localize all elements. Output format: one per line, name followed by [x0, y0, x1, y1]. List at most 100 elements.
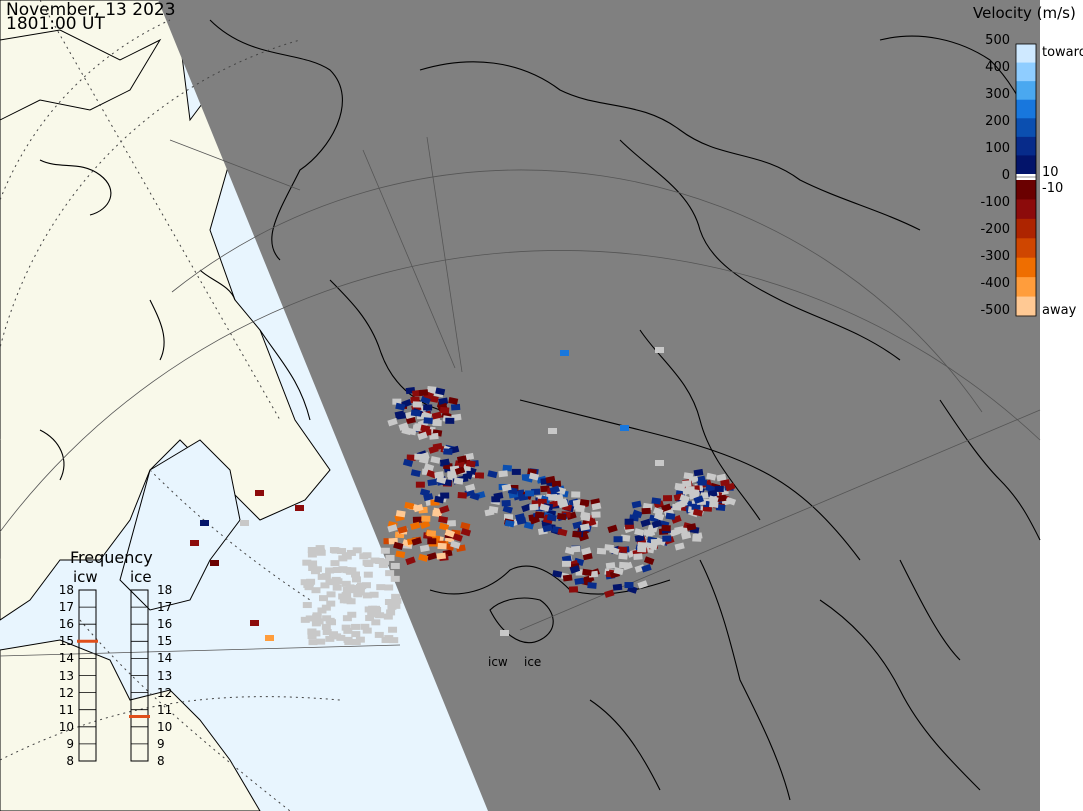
scatter-cell	[643, 556, 655, 565]
scatter-cell	[488, 505, 499, 514]
scatter-cell	[558, 500, 569, 509]
scatter-cell	[388, 626, 398, 633]
scatter-cell	[316, 548, 326, 555]
scatter-cell	[521, 503, 532, 513]
scatter-cell	[326, 600, 336, 607]
scatter-cell	[300, 616, 310, 623]
scatter-cell	[367, 611, 377, 618]
scatter-cell	[686, 523, 697, 531]
scatter-cell	[665, 512, 676, 520]
land-day-south	[0, 639, 261, 811]
scatter-cell	[321, 604, 331, 611]
scatter-cell	[410, 409, 421, 417]
scatter-cell	[540, 485, 550, 493]
colorbar-away-segment	[1016, 218, 1036, 239]
scatter-cell	[365, 615, 375, 622]
scatter-cell	[445, 417, 455, 424]
scatter-cell	[436, 552, 446, 560]
scatter-cell	[355, 589, 365, 596]
scatter-cell	[641, 564, 652, 573]
scatter-cell	[581, 547, 592, 556]
night-shade	[158, 0, 1040, 811]
scatter-cell	[498, 470, 508, 478]
scatter-cell	[359, 553, 369, 560]
colorbar-toward-segment	[1016, 118, 1036, 138]
scatter-cell	[325, 567, 335, 574]
colorbar-toward-segment	[1016, 44, 1036, 64]
scatter-cell	[302, 602, 312, 609]
scatter-cell	[619, 561, 629, 569]
scatter-cell	[546, 513, 557, 522]
scatter-cell	[305, 615, 315, 622]
scatter-cell	[438, 522, 450, 531]
scatter-cell	[539, 503, 550, 512]
scatter-cell	[502, 464, 513, 472]
scatter-cell	[369, 591, 379, 598]
scatter-cell	[422, 429, 432, 436]
scatter-cell	[509, 484, 519, 491]
colorbar-away-segment	[1016, 257, 1036, 278]
scatter-cell	[545, 475, 556, 484]
scatter-cell	[678, 527, 689, 535]
velocity-colorbar	[1015, 43, 1037, 317]
scatter-cell	[200, 520, 209, 526]
scatter-cell	[683, 472, 694, 480]
scatter-cell	[387, 524, 398, 533]
scatter-cell	[360, 623, 370, 630]
scatter-cell	[548, 428, 557, 434]
scatter-cell	[427, 538, 437, 545]
colorbar-toward-segment	[1016, 81, 1036, 101]
scatter-cell	[460, 521, 471, 530]
scatter-cell	[391, 593, 401, 600]
scatter-cell	[325, 635, 335, 642]
colorbar-away-segment	[1016, 296, 1036, 317]
scatter-cell	[341, 552, 351, 559]
scatter-cell	[435, 387, 446, 396]
velocity-tick-label: 300	[985, 87, 1010, 102]
scatter-cell	[613, 567, 624, 576]
scatter-cell	[431, 411, 442, 420]
scatter-cell	[637, 542, 647, 549]
frequency-tick-label: 9	[157, 736, 165, 751]
scatter-cell	[679, 494, 690, 503]
scatter-cell	[707, 489, 718, 498]
scatter-cell	[549, 485, 561, 494]
scatter-cell	[315, 545, 325, 552]
scatter-cell	[693, 468, 704, 477]
scatter-cell	[452, 533, 463, 542]
scatter-cell	[693, 495, 704, 504]
scatter-cell	[682, 480, 692, 487]
frequency-tick-label: 13	[157, 668, 173, 683]
radar-label-ice: ice	[524, 655, 542, 669]
scatter-cell	[716, 494, 727, 502]
scatter-cell	[651, 519, 662, 529]
scatter-cell	[572, 521, 583, 530]
velocity-tick-label: -200	[980, 222, 1010, 237]
scatter-cell	[465, 483, 476, 492]
velocity-tick-label: 400	[985, 60, 1010, 75]
scatter-cell	[631, 500, 642, 509]
scatter-cell	[190, 540, 199, 546]
scatter-cell	[351, 623, 361, 630]
scatter-cell	[429, 432, 439, 440]
scatter-cell	[338, 566, 348, 573]
frequency-tick-label: 16	[157, 617, 173, 632]
velocity-tick-label: -300	[980, 249, 1010, 264]
scatter-cell	[456, 455, 467, 463]
scatter-cell	[453, 477, 464, 485]
scatter-cell	[700, 492, 710, 499]
colorbar-away-segment	[1016, 180, 1036, 200]
scatter-cell	[415, 481, 425, 488]
colorbar-toward-segment	[1016, 62, 1036, 82]
scatter-cell	[661, 524, 671, 532]
frequency-tick-label: 10	[58, 719, 74, 734]
frequency-column-icw: icw	[73, 568, 98, 586]
scatter-cell	[427, 385, 437, 393]
scatter-cell	[591, 502, 602, 511]
scatter-cell	[448, 396, 459, 405]
scatter-cell	[423, 417, 433, 425]
scatter-cell	[681, 531, 692, 540]
scatter-cell	[716, 473, 727, 482]
